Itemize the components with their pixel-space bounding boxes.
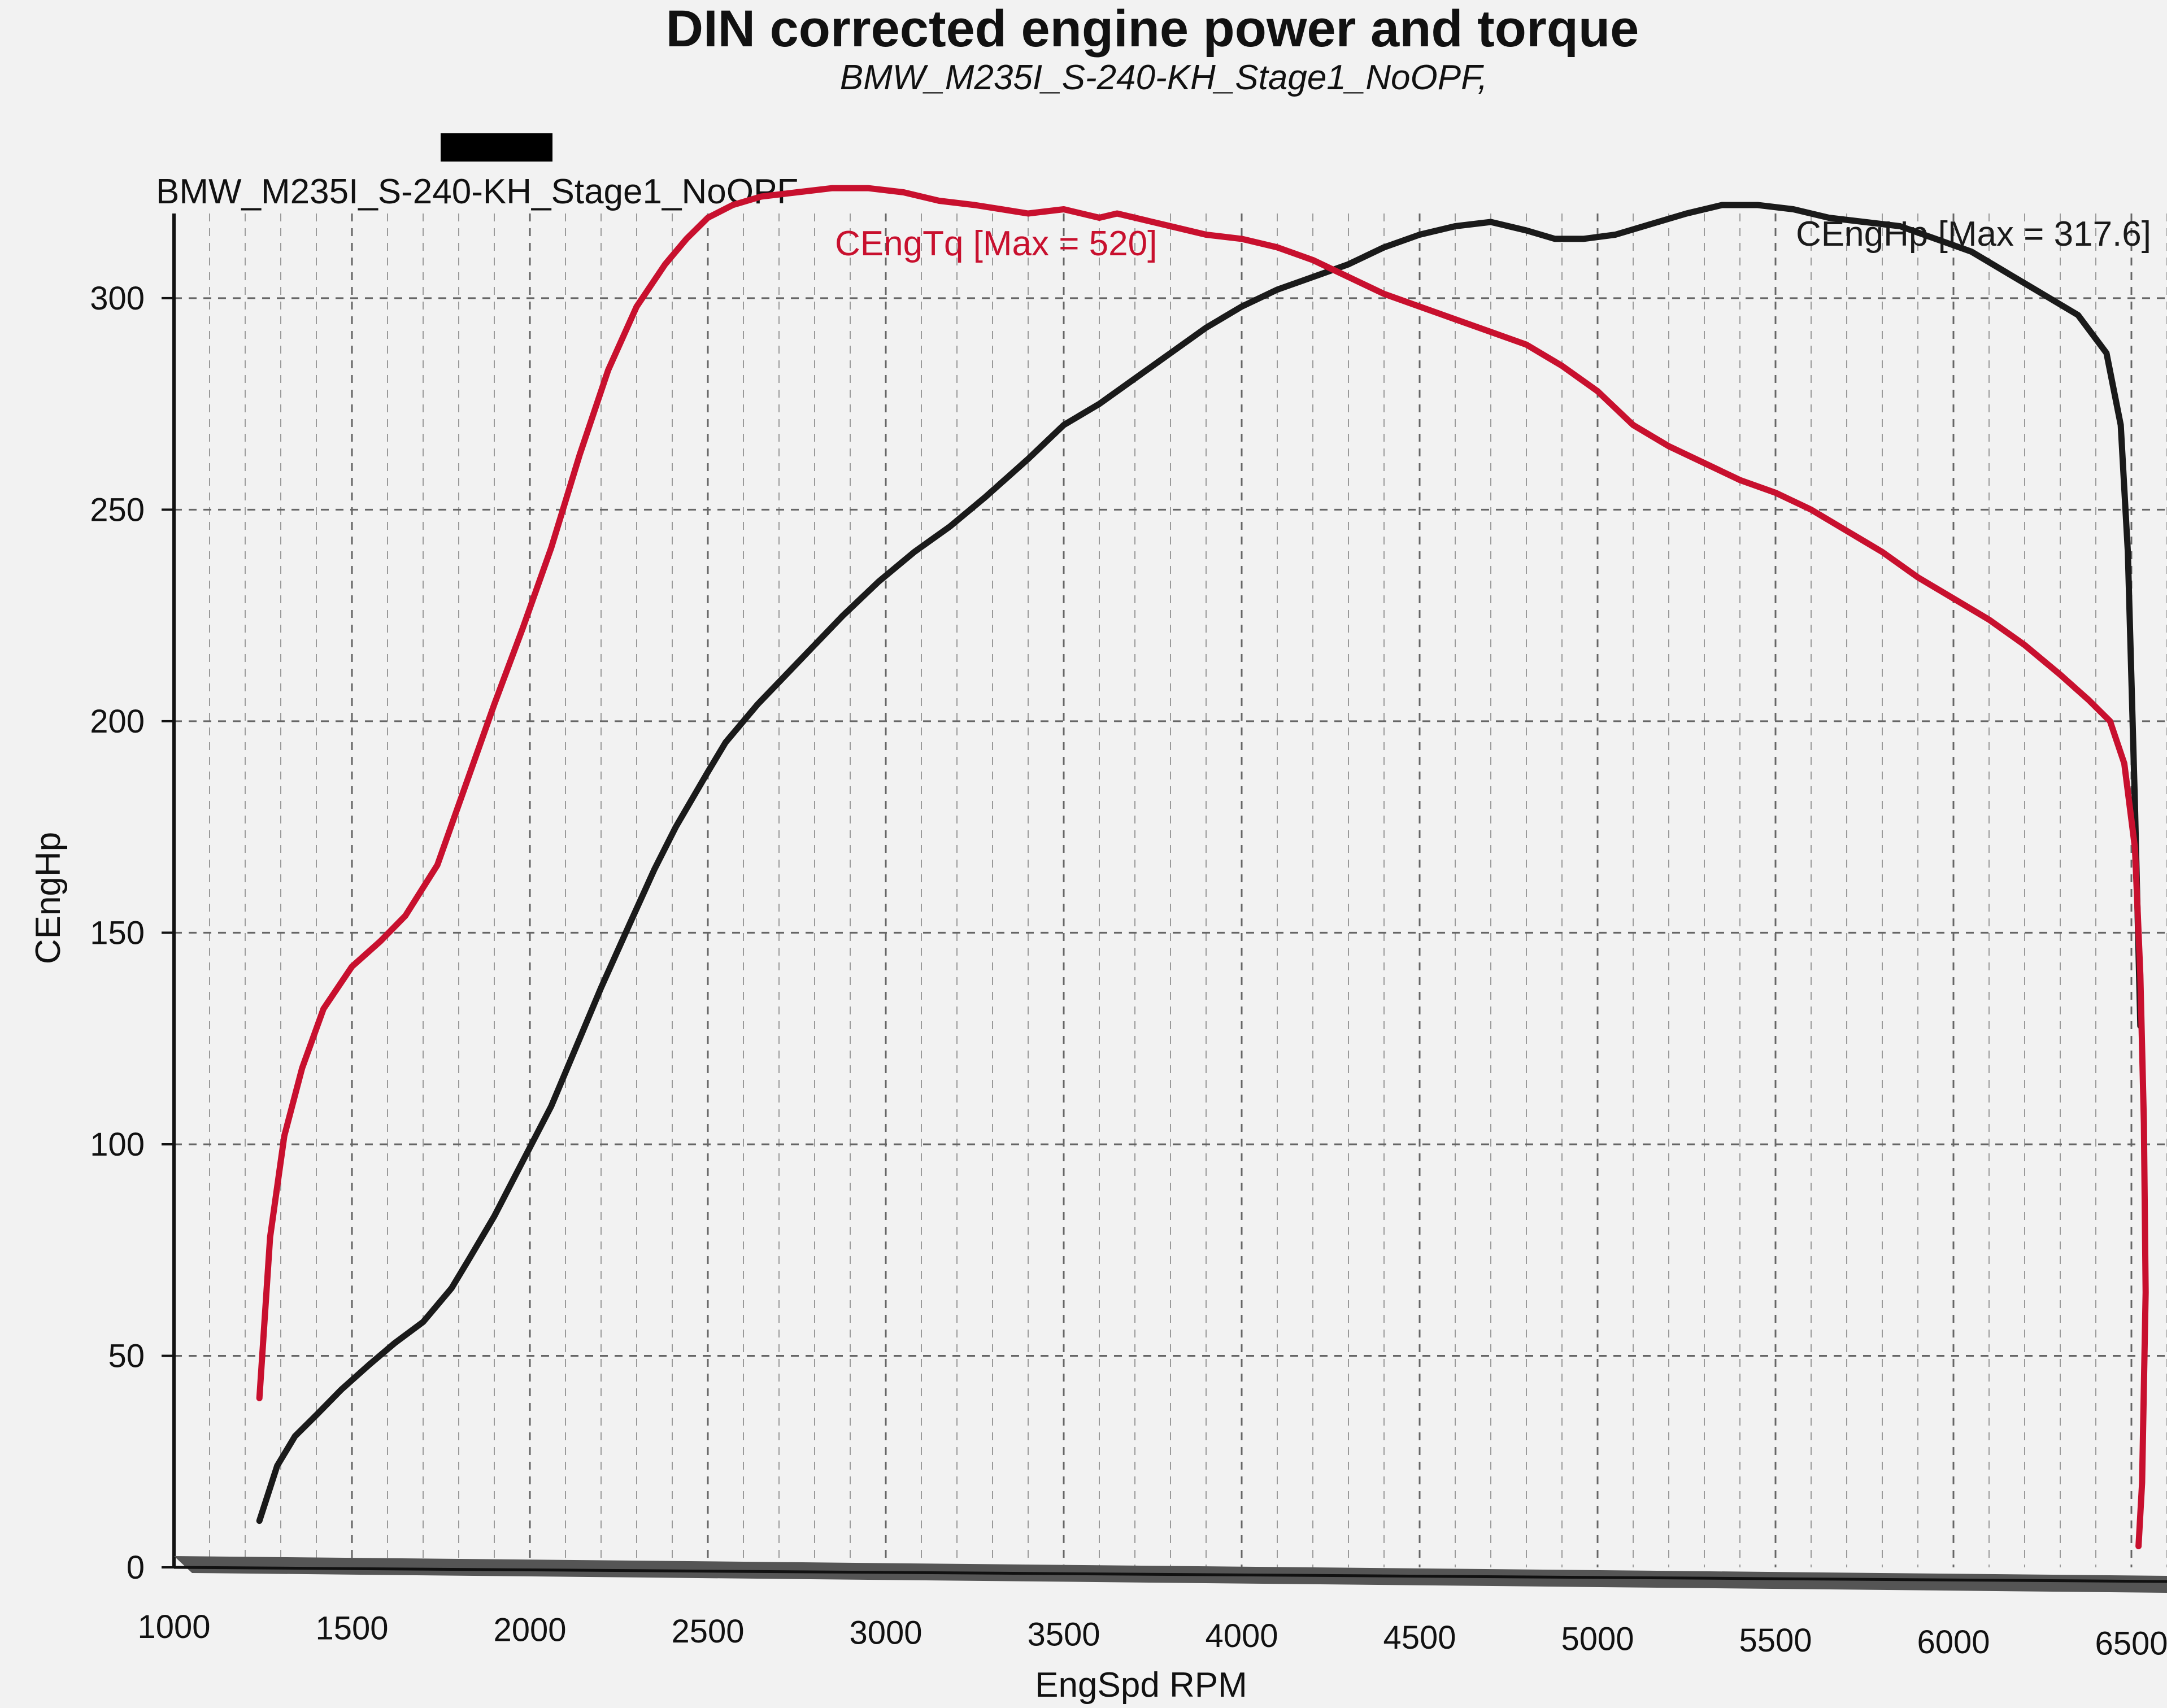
y-axis-label: CEngHp [29, 832, 68, 964]
run-label: BMW_M235I_S-240-KH_Stage1_NoOPF [156, 172, 798, 211]
redaction-bar [441, 133, 552, 162]
y-tick-labels: 0 50 100 150 200 250 300 [90, 280, 174, 1586]
x-tick-labels: 1000 1500 2000 2500 3000 3500 4000 4500 5000 5500… [137, 1609, 2167, 1662]
y-tick-label: 250 [90, 491, 145, 528]
torque-series-line [256, 185, 2149, 1549]
grid [174, 213, 2167, 1567]
y-tick-label: 150 [90, 914, 145, 951]
y-tick-label: 300 [90, 280, 145, 317]
x-axis-label: EngSpd RPM [1035, 1666, 1247, 1705]
chart-title: DIN corrected engine power and torque [666, 0, 1639, 58]
x-tick-label: 2500 [671, 1613, 744, 1650]
x-tick-label: 3500 [1027, 1616, 1100, 1653]
y-tick-label: 200 [90, 703, 145, 740]
power-series-line [256, 202, 2144, 1524]
y-tick-label: 0 [127, 1549, 145, 1586]
x-tick-label: 5500 [1739, 1622, 1812, 1659]
x-tick-label: 1000 [137, 1609, 210, 1645]
x-tick-label: 3000 [849, 1615, 922, 1652]
x-tick-label: 2000 [493, 1611, 566, 1648]
power-series-label: CEngHp [Max = 317.6] [1796, 215, 2151, 254]
series-group [256, 185, 2149, 1549]
torque-series-label: CEngTq [Max = 520] [835, 224, 1157, 263]
x-tick-label: 5000 [1561, 1620, 1634, 1657]
y-tick-label: 50 [108, 1337, 145, 1374]
x-axis-line [173, 1566, 2167, 1583]
x-tick-label: 4000 [1205, 1618, 1278, 1654]
y-tick-label: 100 [90, 1126, 145, 1163]
chart-subtitle: BMW_M235I_S-240-KH_Stage1_NoOPF, [840, 58, 1487, 97]
x-tick-label: 6000 [1917, 1624, 1990, 1661]
x-tick-label: 4500 [1383, 1619, 1456, 1656]
x-tick-label: 6500 [2095, 1625, 2167, 1662]
x-tick-label: 1500 [315, 1610, 388, 1647]
